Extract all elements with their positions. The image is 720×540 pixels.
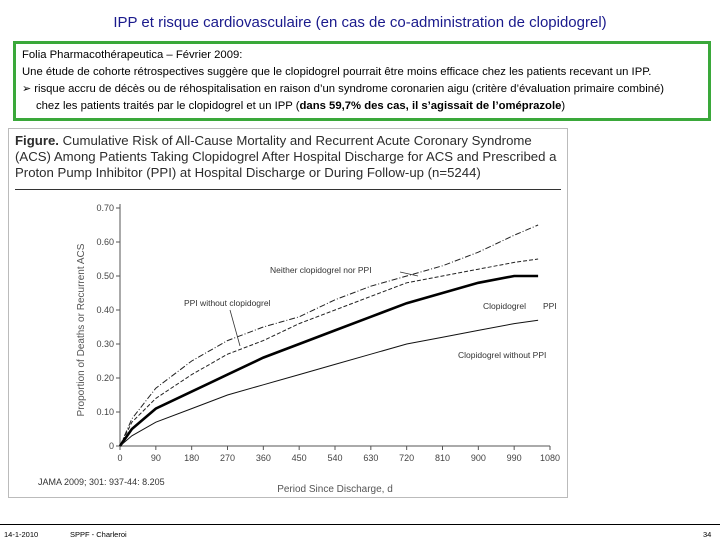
y-tick-label: 0.50 [96,271,114,281]
summary-box: Folia Pharmacothérapeutica – Février 200… [13,41,711,121]
x-tick-label: 360 [256,453,271,463]
figure-caption: Figure. Cumulative Risk of All-Cause Mor… [15,133,557,180]
caption-divider [15,189,561,190]
x-tick-label: 0 [117,453,122,463]
x-tick-label: 90 [151,453,161,463]
y-tick-label: 0 [109,441,114,451]
slide-title: IPP et risque cardiovasculaire (en cas d… [113,14,607,31]
box-line-risk: ➢ risque accru de décès ou de réhospitali… [22,83,665,95]
annotation-clopidogrel: Clopidogrel [483,301,526,311]
footer-date: 14-1-2010 [4,530,39,539]
y-tick-label: 0.20 [96,373,114,383]
x-tick-label: 720 [399,453,414,463]
x-tick-label: 1080 [540,453,560,463]
annotation-neither: Neither clopidogrel nor PPI [270,265,372,275]
footer-org: SPPF - Charleroi [70,530,127,539]
figure-panel: Figure. Cumulative Risk of All-Cause Mor… [8,128,568,498]
series-line-2 [119,258,539,447]
x-axis-label: Period Since Discharge, d [277,484,393,495]
x-tick-label: 990 [507,453,522,463]
annotation-ppi-without-leader [229,309,241,347]
annotation-clopidogrel-without: Clopidogrel without PPI [458,350,546,360]
x-tick-label: 810 [435,453,450,463]
y-tick-label: 0.10 [96,407,114,417]
x-tick-label: 630 [363,453,378,463]
y-tick-label: 0.30 [96,339,114,349]
annotation-ppi: PPI [543,301,557,311]
citation: JAMA 2009; 301: 937-44: 8.205 [38,477,165,487]
x-tick-label: 450 [292,453,307,463]
x-tick-label: 900 [471,453,486,463]
y-axis-label: Proportion of Deaths or Recurrent ACS [76,243,87,416]
series-line-4 [119,319,539,447]
box-line-omeprazole: chez les patients traités par le clopido… [36,100,566,112]
footer-divider [0,524,720,525]
x-tick-label: 180 [184,453,199,463]
x-tick-label: 540 [327,453,342,463]
footer-page-number: 34 [703,530,712,539]
y-tick-label: 0.40 [96,305,114,315]
box-line-study: Une étude de cohorte rétrospectives sugg… [22,66,652,78]
series-line-1 [119,224,539,447]
annotation-neither-leader [399,271,419,277]
series-line-3 [118,274,539,447]
y-tick-label: 0.70 [96,203,114,213]
y-tick-label: 0.60 [96,237,114,247]
box-line-source: Folia Pharmacothérapeutica – Février 200… [22,49,243,61]
arrow-bullet-icon: ➢ [22,83,32,95]
annotation-ppi-without: PPI without clopidogrel [184,298,271,308]
x-tick-label: 270 [220,453,235,463]
